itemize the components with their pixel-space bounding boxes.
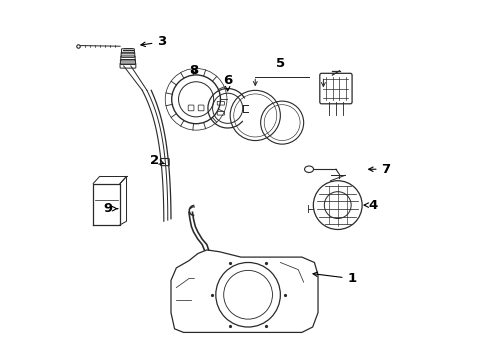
Text: 3: 3 [141,35,166,49]
Text: 2: 2 [149,154,164,167]
Text: 7: 7 [368,163,390,176]
Text: 1: 1 [312,272,356,285]
Text: 4: 4 [364,199,377,212]
Text: 5: 5 [275,57,285,70]
Text: 9: 9 [103,202,118,215]
Text: 8: 8 [189,64,199,77]
Text: 6: 6 [223,74,232,91]
